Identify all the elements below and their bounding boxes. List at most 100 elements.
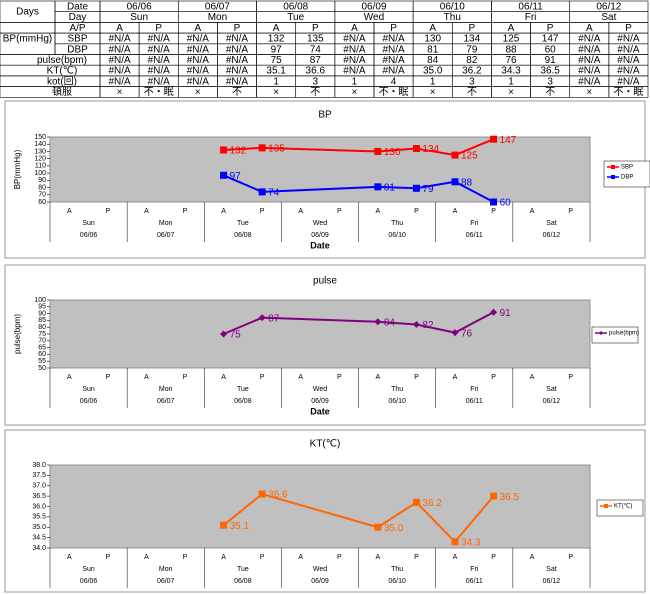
y-tick-label: 100 xyxy=(34,297,46,304)
y-tick-label: 38.0 xyxy=(32,462,46,469)
table-value: A xyxy=(508,23,515,34)
row-header: DBP xyxy=(67,44,88,55)
marker xyxy=(258,314,266,322)
data-label: 36.2 xyxy=(422,498,442,509)
line-segment xyxy=(454,311,495,334)
table-value: P xyxy=(547,23,554,34)
data-label: 81 xyxy=(384,182,396,193)
table-value: 不 xyxy=(467,87,477,98)
table-value: × xyxy=(352,87,358,98)
table-value: #N/A xyxy=(148,44,171,55)
data-label: 87 xyxy=(268,313,280,324)
table-value: 36.2 xyxy=(462,66,482,77)
table-value: Fri xyxy=(525,12,537,23)
date-label: 06/07 xyxy=(157,398,175,405)
chart: KT(℃) 34.0 34.5 35.0 35.5 36.0 36.5 37.0 37.5 38.… xyxy=(4,429,646,593)
date-label: 06/08 xyxy=(234,578,252,585)
x-tick-label: A xyxy=(530,374,535,381)
x-tick-label: A xyxy=(376,208,381,215)
x-tick-label: P xyxy=(106,554,111,561)
y-tick-label: 85 xyxy=(38,317,46,324)
day-label: Fri xyxy=(470,220,479,227)
marker xyxy=(599,331,603,335)
marker xyxy=(451,178,459,186)
day-label: Sat xyxy=(546,220,557,227)
marker xyxy=(220,146,228,154)
marker xyxy=(258,144,266,152)
y-tick-label: 80 xyxy=(38,184,46,191)
y-tick-label: 100 xyxy=(34,170,46,177)
table-value: Sun xyxy=(130,12,148,23)
chart-title: BP xyxy=(318,110,332,121)
line-segment xyxy=(261,493,379,529)
table-value: 35.0 xyxy=(423,66,443,77)
y-tick-label: 50 xyxy=(38,365,46,372)
marker xyxy=(451,151,459,159)
table-value: 3 xyxy=(547,76,553,87)
row-header: Days xyxy=(16,6,39,17)
table-value: 06/11 xyxy=(518,1,543,12)
table-value: 82 xyxy=(466,55,478,66)
table-value: 88 xyxy=(505,44,517,55)
marker xyxy=(220,171,228,179)
date-label: 06/08 xyxy=(234,398,252,405)
table-value: #N/A xyxy=(617,34,640,45)
line-segment xyxy=(415,501,456,543)
x-tick-label: P xyxy=(183,374,188,381)
table-value: 84 xyxy=(427,55,439,66)
x-tick-label: A xyxy=(530,208,535,215)
date-label: 06/10 xyxy=(388,232,406,239)
y-tick-label: 37.5 xyxy=(32,472,46,479)
day-label: Mon xyxy=(159,386,173,393)
table-value: #N/A xyxy=(108,55,131,66)
line-segment xyxy=(416,180,456,190)
table-value: #N/A xyxy=(108,66,131,77)
day-label: Thu xyxy=(391,566,403,573)
legend-box xyxy=(591,326,639,344)
data-label: 74 xyxy=(268,188,280,199)
table-value: 135 xyxy=(307,34,324,45)
x-axis-title: Date xyxy=(310,240,330,250)
data-label: 36.6 xyxy=(268,490,288,501)
line-segment xyxy=(262,316,378,323)
row-header: pulse(bpm) xyxy=(37,55,87,66)
table-value: 147 xyxy=(542,34,559,45)
table-value: #N/A xyxy=(108,76,131,87)
y-tick-label: 35.0 xyxy=(32,524,46,531)
table-value: A xyxy=(116,23,123,34)
table-value: #N/A xyxy=(617,55,640,66)
x-tick-label: A xyxy=(67,208,72,215)
table-value: P xyxy=(234,23,241,34)
table-value: 06/08 xyxy=(283,1,308,12)
table-value: #N/A xyxy=(343,66,366,77)
date-label: 06/10 xyxy=(388,578,406,585)
marker xyxy=(490,198,498,206)
x-tick-label: P xyxy=(414,374,419,381)
date-label: 06/12 xyxy=(543,578,561,585)
x-tick-label: A xyxy=(221,374,226,381)
legend: pulse(bpm) xyxy=(591,326,639,344)
marker xyxy=(374,523,382,531)
line-segment xyxy=(416,323,456,334)
y-tick-label: 90 xyxy=(38,310,46,317)
table-value: 1 xyxy=(508,76,514,87)
table-value: #N/A xyxy=(148,66,171,77)
x-tick-label: P xyxy=(568,554,573,561)
row-header: kot(回) xyxy=(47,75,77,87)
table-value: #N/A xyxy=(617,44,640,55)
line-segment xyxy=(222,493,263,526)
table-cell xyxy=(0,86,101,98)
data-label: 36.5 xyxy=(500,492,520,503)
data-label: 75 xyxy=(230,330,242,341)
day-label: Sun xyxy=(82,386,95,393)
table-value: 130 xyxy=(424,34,441,45)
marker xyxy=(611,165,615,169)
day-label: Thu xyxy=(391,386,403,393)
data-label: 76 xyxy=(461,328,473,339)
marker xyxy=(451,538,459,546)
table-value: 06/07 xyxy=(205,1,230,12)
y-tick-label: 130 xyxy=(34,148,46,155)
marker xyxy=(374,318,382,326)
marker xyxy=(611,175,615,179)
chart-title: KT(℃) xyxy=(310,439,341,450)
